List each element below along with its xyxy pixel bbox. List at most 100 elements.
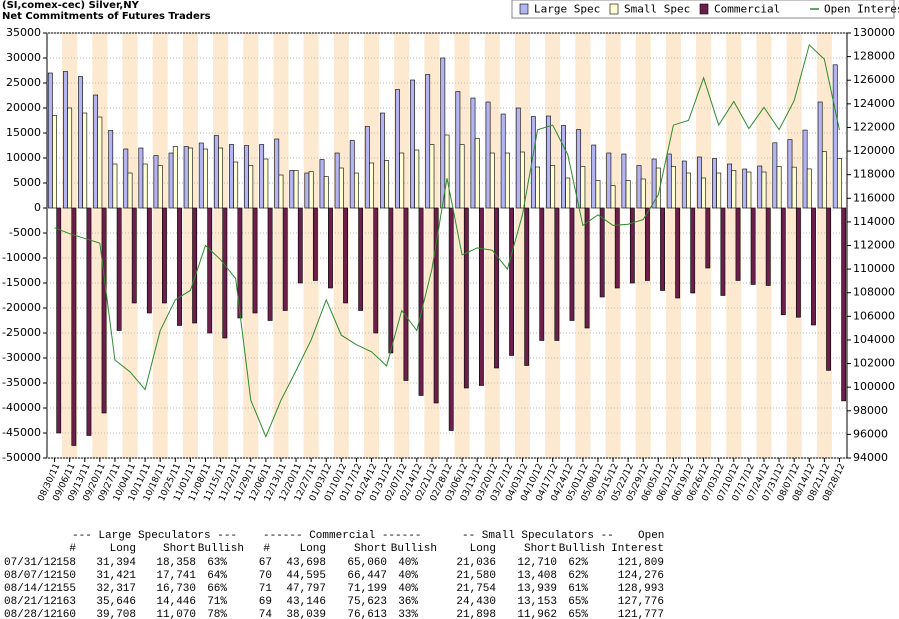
bar	[780, 207, 786, 316]
bar	[811, 207, 816, 326]
table-row-date: 08/21/12	[4, 596, 57, 608]
y-tick-label: 15000	[6, 126, 41, 139]
bar	[705, 207, 711, 269]
table-cell: 33%	[398, 609, 418, 619]
bar	[595, 180, 601, 209]
legend-label: Large Spec	[534, 3, 600, 16]
bar	[660, 207, 665, 291]
y2-tick-label: 104000	[853, 333, 895, 346]
bar	[485, 101, 491, 209]
bar	[470, 97, 476, 209]
bar	[229, 144, 234, 209]
y-tick-label: -45000	[2, 426, 41, 439]
table-column-header: Short	[163, 543, 196, 555]
table-column-header: #	[263, 543, 270, 555]
bar	[455, 91, 461, 209]
bar	[636, 165, 642, 209]
table-row-date: 08/14/12	[4, 583, 57, 595]
bar	[319, 159, 325, 209]
y2-tick-label: 124000	[853, 97, 895, 110]
y2-tick-label: 108000	[853, 286, 895, 299]
bar	[364, 126, 370, 209]
legend-swatch	[699, 3, 709, 15]
y-tick-label: -15000	[2, 276, 41, 289]
bar	[207, 207, 213, 334]
table-cell: 163	[56, 596, 76, 608]
bar	[591, 144, 597, 209]
table-cell: 32,317	[96, 583, 136, 595]
bar	[735, 207, 741, 281]
table-cell: 66%	[207, 583, 227, 595]
bar	[440, 57, 446, 209]
bar	[56, 207, 62, 434]
bar	[576, 129, 582, 209]
bar	[651, 158, 657, 209]
table-cell: 31,394	[96, 557, 136, 569]
y2-tick-label: 130000	[853, 26, 895, 39]
bar	[192, 207, 198, 324]
bar	[561, 125, 566, 209]
table-cell: 13,408	[517, 570, 557, 582]
bar	[244, 145, 249, 209]
legend-swatch	[609, 3, 619, 15]
bar	[761, 171, 767, 209]
table-column-header: Bullish	[198, 543, 244, 555]
table-cell: 21,580	[456, 570, 496, 582]
bar	[655, 167, 661, 209]
legend-swatch	[519, 3, 529, 15]
bar	[425, 74, 431, 209]
bar	[187, 147, 193, 209]
bar	[52, 115, 57, 209]
bar	[463, 207, 469, 389]
bar	[500, 113, 506, 209]
bar	[433, 207, 439, 404]
table-cell: 17,741	[156, 570, 196, 582]
bar	[826, 207, 831, 371]
bar	[233, 161, 239, 209]
y2-tick-label: 126000	[853, 73, 895, 86]
bar	[162, 207, 167, 304]
table-cell: 21,036	[456, 557, 496, 569]
bar	[358, 207, 364, 311]
table-cell: 150	[56, 570, 76, 582]
bar	[289, 170, 295, 209]
table-cell: 43,146	[286, 596, 326, 608]
bar	[198, 142, 204, 209]
bar	[606, 152, 612, 209]
y2-tick-label: 110000	[853, 262, 895, 275]
bar	[520, 151, 525, 209]
y-tick-label: 25000	[6, 76, 41, 89]
bar	[93, 94, 99, 209]
table-cell: 128,993	[618, 583, 664, 595]
y-tick-label: 5000	[13, 176, 41, 189]
stripe	[756, 33, 772, 458]
bar	[569, 207, 575, 321]
table-cell: 66,447	[347, 570, 387, 582]
bar	[742, 168, 748, 209]
bar	[414, 149, 420, 209]
bar	[67, 107, 73, 209]
table-group-header: -- Small Speculators --	[462, 530, 614, 542]
bar	[459, 144, 465, 209]
bar	[802, 129, 808, 209]
bar	[621, 153, 627, 209]
bar	[410, 79, 415, 209]
bar	[841, 207, 847, 402]
y-tick-label: -5000	[9, 226, 41, 239]
bar	[237, 207, 243, 319]
bar	[429, 144, 435, 209]
bar	[78, 76, 83, 209]
bar	[108, 130, 114, 209]
table-cell: 65%	[568, 609, 588, 619]
table-cell: 36%	[398, 596, 418, 608]
bar	[690, 207, 696, 294]
stripe	[122, 33, 138, 458]
chart-subtitle: Net Commitments of Futures Traders	[2, 11, 211, 22]
bar	[379, 112, 385, 209]
table-cell: 76,613	[347, 609, 387, 619]
table-cell: 61%	[568, 583, 588, 595]
table-cell: 11,070	[156, 609, 196, 619]
table-cell: 71%	[207, 596, 227, 608]
table-cell: 65,060	[347, 557, 387, 569]
bar	[71, 207, 77, 446]
